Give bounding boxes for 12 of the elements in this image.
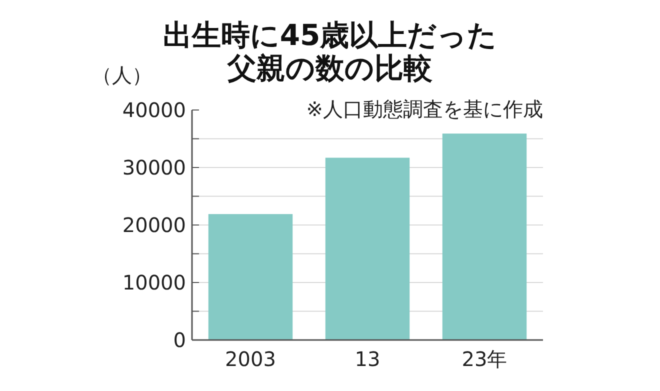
y-tick-label: 30000 <box>122 156 186 180</box>
chart-subtitle: 父親の数の比較 <box>226 51 432 85</box>
x-tick-label: 2003 <box>225 347 276 371</box>
x-tick-label: 23年 <box>462 347 508 371</box>
y-tick-label: 10000 <box>122 270 186 294</box>
y-tick-label: 0 <box>173 328 186 352</box>
y-tick-label: 40000 <box>122 98 186 122</box>
y-axis-title: （人） <box>92 63 152 87</box>
chart-title: 出生時に45歳以上だった <box>162 18 498 52</box>
x-tick-label: 13 <box>354 347 380 371</box>
annotation: ※人口動態調査を基に作成 <box>306 97 543 121</box>
y-tick-label: 20000 <box>122 213 186 237</box>
